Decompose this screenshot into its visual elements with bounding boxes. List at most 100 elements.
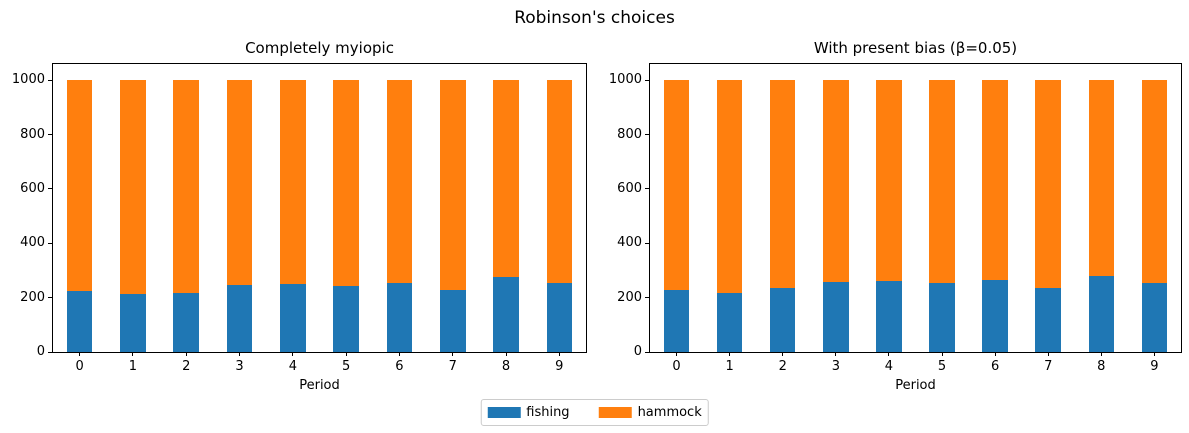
bar-slot: 5	[319, 64, 372, 374]
bar-segment-hammock	[823, 80, 849, 283]
bar-slot: 6	[969, 64, 1022, 374]
bar-segment-hammock	[333, 80, 359, 286]
y-tick-mark	[48, 297, 52, 299]
bar-group	[1141, 80, 1168, 352]
y-tick-mark	[48, 351, 52, 353]
x-tick-label: 1	[128, 359, 138, 374]
bar-group	[1088, 80, 1115, 352]
bar-segment-fishing	[823, 282, 849, 352]
y-tick-mark	[48, 134, 52, 136]
bar-segment-fishing	[1035, 288, 1061, 352]
bar-slot: 9	[1128, 64, 1181, 374]
bar-slot: 3	[809, 64, 862, 374]
bar-segment-fishing	[386, 282, 413, 352]
bar-segment-fishing	[929, 283, 955, 352]
x-tick-mark	[729, 352, 731, 356]
y-tick-label: 400	[617, 235, 642, 251]
bar-group	[1035, 80, 1061, 352]
bar-segment-hammock	[716, 80, 743, 293]
x-tick-mark	[132, 352, 134, 356]
bar-slot: 7	[1022, 64, 1075, 374]
bar-slot: 1	[106, 64, 159, 374]
x-tick-label: 4	[884, 359, 894, 374]
x-tick-mark	[782, 352, 784, 356]
bar-segment-fishing	[173, 292, 200, 352]
bar-segment-hammock	[66, 80, 93, 292]
x-tick-label: 9	[1150, 359, 1159, 374]
legend-item-hammock: hammock	[598, 405, 702, 420]
chart-title: With present bias (β=0.05)	[813, 39, 1018, 57]
legend-label: fishing	[526, 405, 570, 420]
y-tick-label: 1000	[608, 72, 642, 88]
x-tick-label: 8	[501, 359, 511, 374]
y-tick-label: 200	[20, 289, 45, 305]
chart-panel-myopic: Completely myiopic Period 0 200 400 600 800 1…	[12, 39, 587, 393]
y-tick-label: 400	[20, 235, 45, 251]
bar-segment-fishing	[546, 283, 573, 352]
bar-segment-fishing	[876, 281, 902, 352]
x-tick-label: 4	[288, 359, 297, 374]
bar-segment-hammock	[1088, 80, 1115, 277]
y-tick-mark	[645, 297, 649, 299]
chart-title: Completely myiopic	[245, 39, 394, 57]
legend-label: hammock	[637, 405, 702, 420]
y-tick-mark	[645, 188, 649, 190]
bar-slot: 5	[915, 64, 968, 374]
hammock-swatch	[598, 407, 632, 418]
x-tick-label: 3	[831, 359, 840, 374]
bar-segment-hammock	[493, 80, 519, 278]
bar-group	[280, 80, 306, 352]
bar-segment-hammock	[663, 80, 690, 290]
x-tick-label: 9	[555, 359, 564, 374]
x-tick-mark	[888, 352, 890, 356]
x-tick-mark	[994, 352, 996, 356]
y-tick-label: 0	[633, 344, 642, 359]
bar-group	[823, 80, 849, 352]
fishing-swatch	[487, 407, 521, 418]
bar-group	[333, 80, 359, 352]
bar-group	[173, 80, 200, 352]
x-axis-label: Period	[299, 378, 340, 393]
bar-group	[663, 80, 690, 352]
x-tick-mark	[345, 352, 347, 356]
x-tick-label: 2	[778, 359, 787, 374]
bar-segment-fishing	[663, 289, 690, 352]
x-tick-mark	[1047, 352, 1049, 356]
x-tick-mark	[676, 352, 678, 356]
bar-slot: 8	[1075, 64, 1128, 374]
x-tick-label: 5	[341, 359, 351, 374]
bar-segment-hammock	[173, 80, 200, 293]
legend: fishing hammock	[480, 399, 709, 426]
x-tick-label: 6	[990, 359, 1000, 374]
bar-segment-fishing	[716, 292, 743, 352]
bar-segment-hammock	[876, 80, 902, 282]
bar-segment-fishing	[333, 285, 359, 352]
bar-slot: 0	[53, 64, 106, 374]
x-axis-label: Period	[895, 378, 936, 393]
x-tick-mark	[292, 352, 294, 356]
bar-segment-fishing	[493, 277, 519, 352]
bar-segment-hammock	[280, 80, 306, 285]
x-tick-mark	[1153, 352, 1155, 356]
bar-segment-hammock	[982, 80, 1008, 281]
x-tick-label: 6	[395, 359, 404, 374]
bar-segment-fishing	[226, 284, 253, 352]
bar-group	[226, 80, 253, 352]
bar-group	[493, 80, 519, 352]
bar-group	[386, 80, 413, 352]
x-tick-label: 7	[448, 359, 457, 374]
y-tick-mark	[645, 242, 649, 244]
bar-segment-hammock	[546, 80, 573, 284]
y-tick-label: 600	[20, 180, 45, 196]
bar-segment-hammock	[929, 80, 955, 284]
bar-slot: 9	[533, 64, 586, 374]
y-tick-mark	[48, 188, 52, 190]
legend-item-fishing: fishing	[487, 405, 570, 420]
bar-slot: 1	[703, 64, 756, 374]
bar-slot: 2	[756, 64, 809, 374]
x-tick-label: 7	[1044, 359, 1053, 374]
bar-slot: 3	[213, 64, 266, 374]
bar-slot: 7	[426, 64, 479, 374]
bar-slot: 4	[266, 64, 319, 374]
